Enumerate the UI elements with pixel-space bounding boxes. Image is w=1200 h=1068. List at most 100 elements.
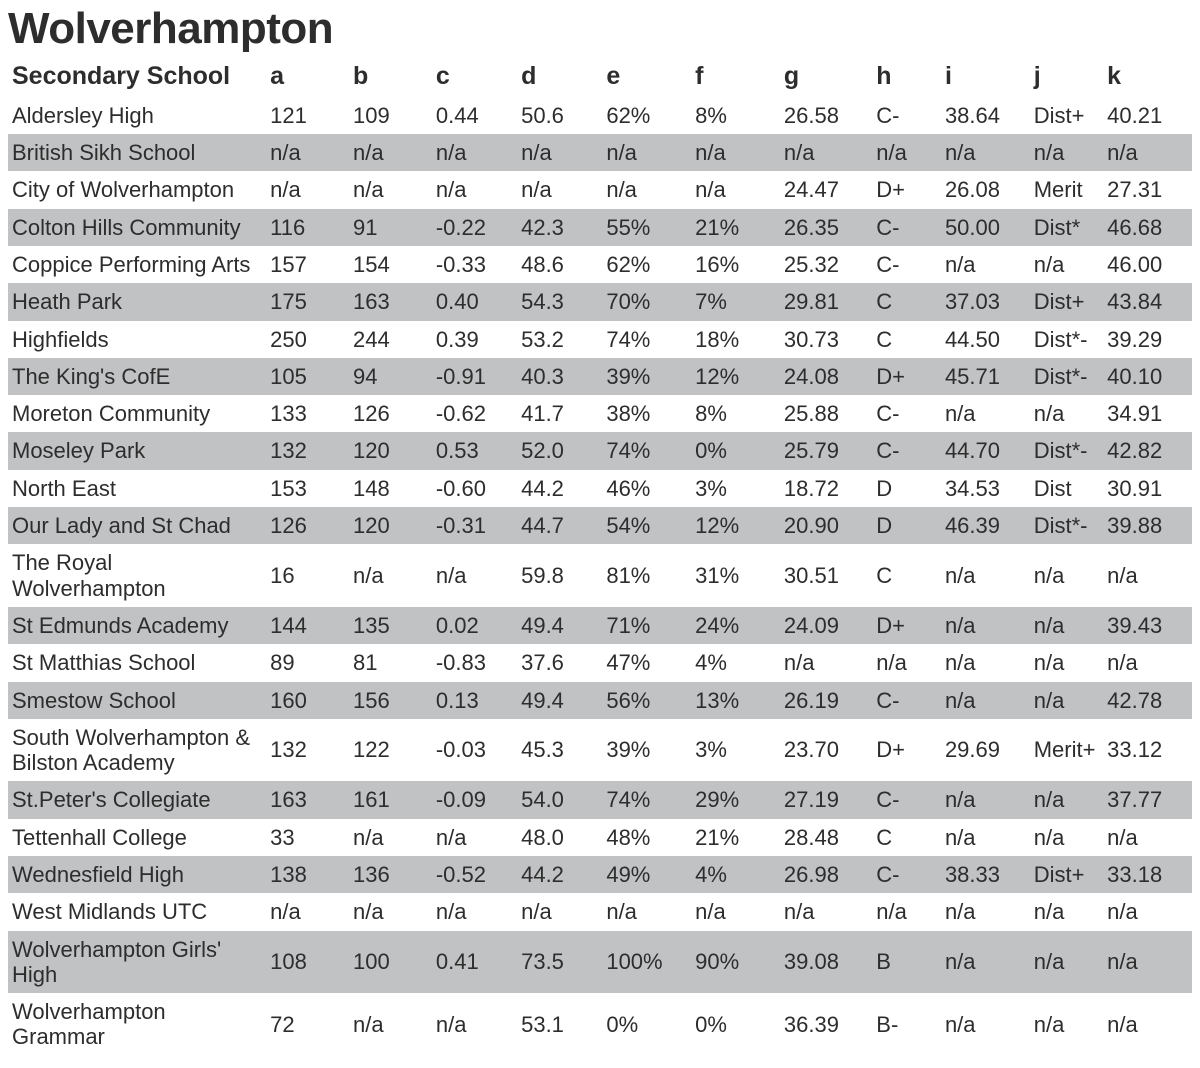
data-cell: 157 [266,246,349,283]
data-cell: 121 [266,97,349,134]
table-row: Highfields2502440.3953.274%18%30.73C44.5… [8,321,1192,358]
table-row: North East153148-0.6044.246%3%18.72D34.5… [8,470,1192,507]
table-row: St.Peter's Collegiate163161-0.0954.074%2… [8,781,1192,818]
col-a: a [266,56,349,97]
data-cell: D+ [872,719,941,782]
data-cell: 48% [602,819,691,856]
data-cell: 26.58 [780,97,872,134]
school-name-cell: Heath Park [8,283,266,320]
page-title: Wolverhampton [8,4,1192,54]
data-cell: 47% [602,644,691,681]
data-cell: 12% [691,507,780,544]
data-cell: 122 [349,719,432,782]
data-cell: 24% [691,607,780,644]
data-cell: C- [872,856,941,893]
data-cell: 160 [266,682,349,719]
data-cell: 20.90 [780,507,872,544]
data-cell: 126 [266,507,349,544]
data-cell: 13% [691,682,780,719]
data-cell: n/a [1030,246,1103,283]
data-cell: -0.03 [432,719,517,782]
school-name-cell: British Sikh School [8,134,266,171]
data-cell: n/a [941,993,1030,1056]
data-cell: 21% [691,209,780,246]
data-cell: n/a [517,893,602,930]
data-cell: n/a [517,134,602,171]
data-cell: 54.0 [517,781,602,818]
data-cell: 34.91 [1103,395,1192,432]
data-cell: 24.47 [780,171,872,208]
data-cell: 39.29 [1103,321,1192,358]
school-name-cell: Moseley Park [8,432,266,469]
school-name-cell: West Midlands UTC [8,893,266,930]
table-row: Colton Hills Community11691-0.2242.355%2… [8,209,1192,246]
data-cell: n/a [872,134,941,171]
school-name-cell: Coppice Performing Arts [8,246,266,283]
col-g: g [780,56,872,97]
data-cell: 44.2 [517,856,602,893]
data-cell: 41.7 [517,395,602,432]
table-row: St Edmunds Academy1441350.0249.471%24%24… [8,607,1192,644]
col-school: Secondary School [8,56,266,97]
table-row: Moseley Park1321200.5352.074%0%25.79C-44… [8,432,1192,469]
data-cell: n/a [1103,931,1192,994]
data-cell: 53.1 [517,993,602,1056]
data-cell: n/a [266,171,349,208]
data-cell: 40.21 [1103,97,1192,134]
data-cell: 156 [349,682,432,719]
data-cell: Merit+ [1030,719,1103,782]
data-cell: n/a [1030,893,1103,930]
table-row: Smestow School1601560.1349.456%13%26.19C… [8,682,1192,719]
data-cell: 4% [691,644,780,681]
data-cell: 46.68 [1103,209,1192,246]
data-cell: n/a [1030,644,1103,681]
data-cell: 33.18 [1103,856,1192,893]
data-cell: 73.5 [517,931,602,994]
data-cell: n/a [1103,819,1192,856]
data-cell: n/a [349,893,432,930]
data-cell: 0.02 [432,607,517,644]
data-cell: n/a [517,171,602,208]
data-cell: 26.98 [780,856,872,893]
data-cell: n/a [941,781,1030,818]
data-cell: -0.83 [432,644,517,681]
data-cell: C- [872,781,941,818]
data-cell: 0.53 [432,432,517,469]
data-cell: n/a [1030,993,1103,1056]
data-cell: n/a [1030,781,1103,818]
data-cell: 175 [266,283,349,320]
data-cell: D [872,470,941,507]
data-cell: 0% [602,993,691,1056]
data-cell: 45.71 [941,358,1030,395]
data-cell: 4% [691,856,780,893]
data-cell: 49.4 [517,607,602,644]
data-cell: 132 [266,432,349,469]
data-cell: Dist*- [1030,432,1103,469]
data-cell: 74% [602,781,691,818]
data-cell: Dist+ [1030,283,1103,320]
data-cell: 244 [349,321,432,358]
data-cell: n/a [432,544,517,607]
data-cell: 0.41 [432,931,517,994]
data-cell: 0% [691,993,780,1056]
data-cell: 37.03 [941,283,1030,320]
data-cell: 250 [266,321,349,358]
table-row: Tettenhall College33n/an/a48.048%21%28.4… [8,819,1192,856]
data-cell: 120 [349,507,432,544]
school-name-cell: Moreton Community [8,395,266,432]
table-row: St Matthias School8981-0.8337.647%4%n/an… [8,644,1192,681]
school-name-cell: The Royal Wolverhampton [8,544,266,607]
data-cell: 26.35 [780,209,872,246]
data-cell: -0.52 [432,856,517,893]
col-i: i [941,56,1030,97]
school-name-cell: North East [8,470,266,507]
data-cell: n/a [1030,395,1103,432]
data-cell: n/a [691,893,780,930]
table-row: Wednesfield High138136-0.5244.249%4%26.9… [8,856,1192,893]
col-k: k [1103,56,1192,97]
data-cell: 163 [349,283,432,320]
data-cell: 161 [349,781,432,818]
data-cell: 40.10 [1103,358,1192,395]
table-row: Our Lady and St Chad126120-0.3144.754%12… [8,507,1192,544]
data-cell: 42.3 [517,209,602,246]
